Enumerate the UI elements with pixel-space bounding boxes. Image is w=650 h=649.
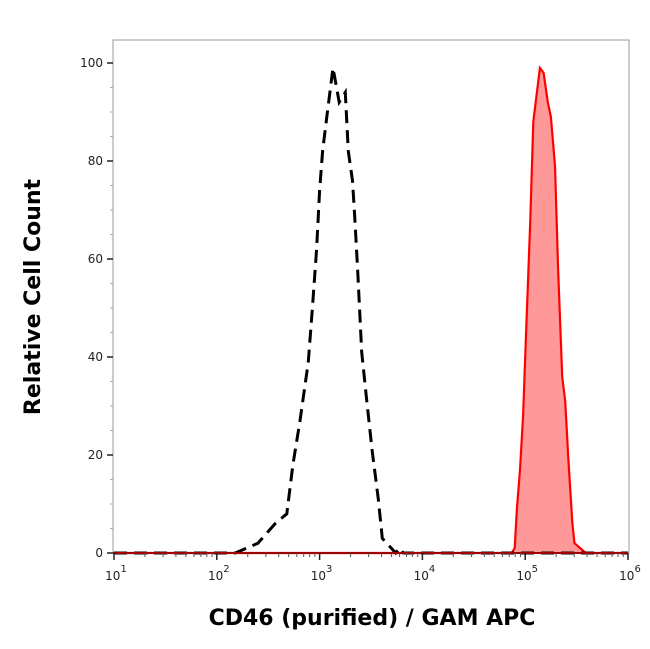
y-tick-label: 60	[88, 252, 103, 266]
x-tick-label: 101	[105, 564, 127, 583]
x-tick-label: 106	[619, 564, 641, 583]
x-tick-base: 10	[516, 569, 531, 583]
x-tick-exponent: 5	[532, 564, 538, 575]
y-tick-label: 20	[88, 448, 103, 462]
y-tick-label: 100	[80, 56, 103, 70]
series-0-dashed-line	[114, 67, 628, 556]
x-tick-label: 105	[516, 564, 538, 583]
x-tick-exponent: 3	[326, 564, 332, 575]
x-tick-label: 104	[414, 564, 436, 583]
y-tick-label: 0	[95, 546, 103, 560]
x-tick-exponent: 2	[223, 564, 229, 575]
x-tick-base: 10	[208, 569, 223, 583]
y-axis-label: Relative Cell Count	[21, 178, 46, 415]
x-tick-exponent: 1	[120, 564, 126, 575]
y-tick-label: 40	[88, 350, 103, 364]
x-tick-label: 103	[311, 564, 333, 583]
x-tick-base: 10	[311, 569, 326, 583]
x-tick-label: 102	[208, 564, 230, 583]
x-tick-base: 10	[105, 569, 120, 583]
x-tick-base: 10	[414, 569, 429, 583]
y-tick-label: 80	[88, 154, 103, 168]
x-axis-label: CD46 (purified) / GAM APC	[209, 606, 536, 631]
series-1-line	[114, 65, 628, 555]
x-tick-base: 10	[619, 569, 634, 583]
x-tick-exponent: 6	[634, 564, 640, 575]
x-tick-exponent: 4	[429, 564, 435, 575]
